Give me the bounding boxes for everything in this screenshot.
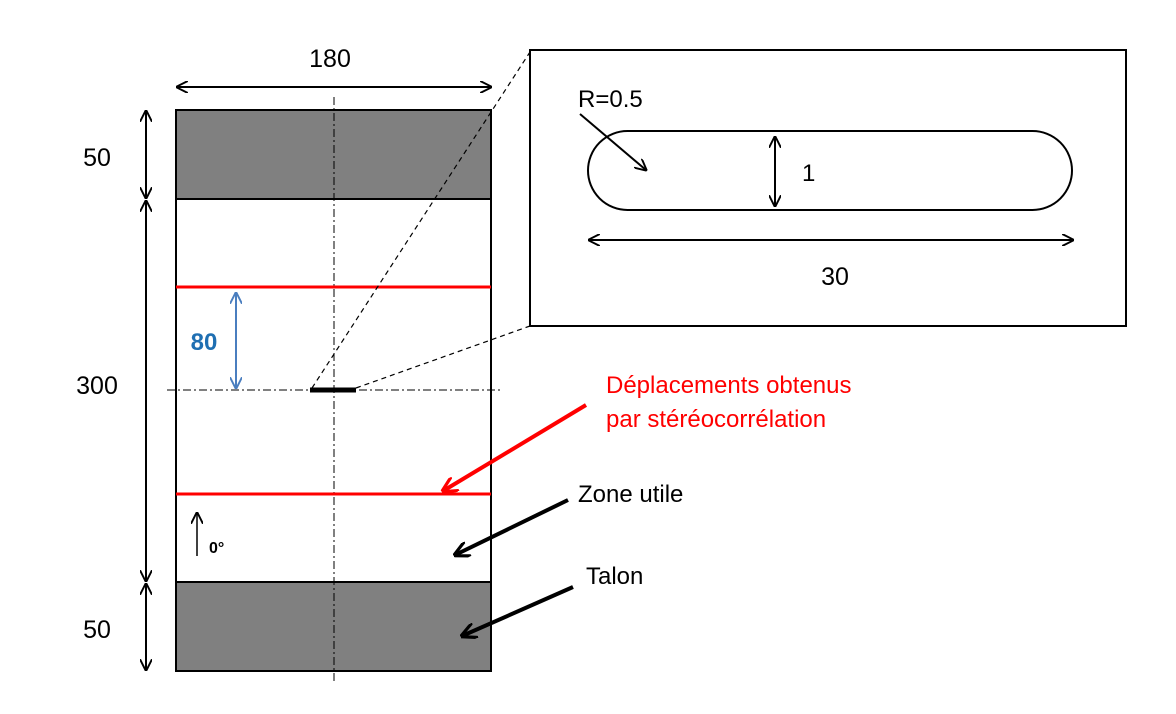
radius-arrow: [579, 113, 646, 170]
displacements-callout-arrow: [443, 403, 588, 491]
inset-frame: [529, 49, 1127, 327]
slot-detail-inset: R=0.5 1 30: [529, 49, 1127, 327]
fiber-orientation-label: 0°: [209, 540, 224, 557]
gauge-dimension-label: 300: [76, 372, 118, 400]
useful-zone-callout-arrow: [455, 498, 569, 555]
slot-shape: [587, 130, 1073, 211]
radius-label: R=0.5: [578, 86, 643, 113]
displacements-callout-line2: par stéréocorrélation: [606, 406, 826, 433]
useful-zone-callout: Zone utile: [578, 481, 683, 508]
bottom-grip-dimension-label: 50: [83, 616, 111, 644]
specimen: [167, 97, 500, 684]
slot-height-label: 1: [802, 160, 815, 187]
displacements-callout-line1: Déplacements obtenus: [606, 372, 851, 399]
tab-callout: Talon: [586, 563, 643, 590]
width-dimension-label: 180: [309, 45, 351, 73]
tab-callout-arrow: [462, 585, 574, 636]
zoom-projection-line-top: [311, 51, 531, 389]
zoom-projection-line-bottom: [355, 325, 531, 389]
slot-length-label: 30: [821, 263, 849, 291]
top-grip-dimension-label: 50: [83, 144, 111, 172]
measure-zone-dimension-label: 80: [191, 329, 218, 356]
top-grip-tab: [175, 109, 492, 200]
